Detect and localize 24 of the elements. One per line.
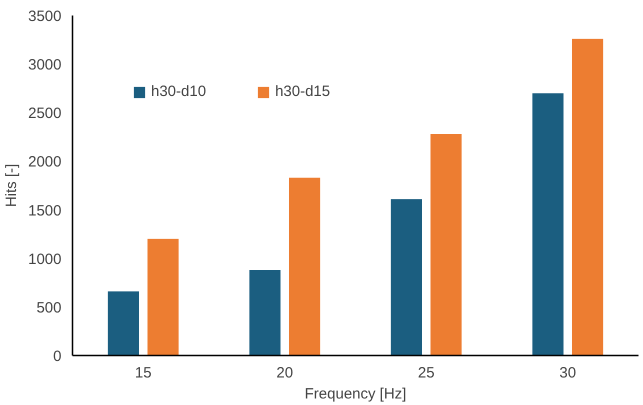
legend-label: h30-d15: [275, 83, 330, 100]
bar: [108, 291, 140, 356]
y-tick-label: 1500: [28, 202, 62, 220]
bar: [430, 134, 462, 356]
y-tick-label: 3000: [28, 56, 62, 74]
x-tick-label: 15: [134, 364, 152, 382]
x-axis-title: Frequency [Hz]: [304, 386, 406, 402]
y-tick-label: 500: [36, 299, 62, 316]
bar: [288, 178, 320, 356]
y-tick-label: 3500: [28, 8, 62, 25]
y-tick-label: 2500: [28, 105, 62, 122]
bar: [147, 238, 179, 356]
legend-label: h30-d10: [151, 83, 206, 100]
x-tick-label: 25: [418, 364, 435, 382]
y-axis-title: Hits [-]: [3, 164, 20, 208]
x-tick-label: 30: [559, 364, 576, 382]
bar: [572, 38, 604, 356]
y-tick-label: 2000: [28, 154, 62, 171]
bar: [532, 93, 564, 356]
x-tick-label: 20: [276, 364, 294, 382]
bar: [390, 199, 422, 356]
y-tick-label: 0: [53, 348, 62, 365]
y-tick-label: 1000: [28, 250, 62, 268]
bar: [249, 270, 281, 356]
